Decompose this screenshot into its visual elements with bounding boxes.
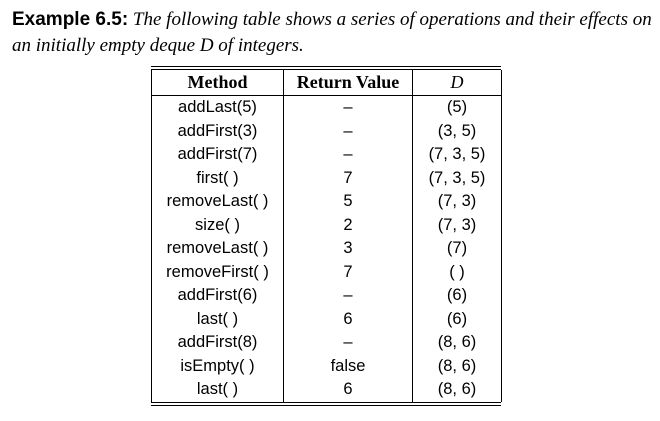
cell-deque: (3, 5) bbox=[412, 119, 502, 143]
top-rule bbox=[151, 66, 501, 67]
bottom-rule bbox=[151, 401, 501, 403]
cell-deque: (6) bbox=[412, 307, 502, 331]
cell-return-value: 6 bbox=[283, 307, 413, 331]
top-rule-inner bbox=[151, 69, 501, 70]
table-row: addLast(5) – (5) bbox=[151, 95, 502, 120]
table-header-row: Method Return Value D bbox=[151, 70, 502, 96]
cell-return-value: 2 bbox=[283, 213, 413, 237]
table-row: removeLast( ) 3 (7) bbox=[151, 237, 502, 261]
table-row: addFirst(7) – (7, 3, 5) bbox=[151, 143, 502, 167]
cell-deque: (7, 3, 5) bbox=[412, 166, 502, 190]
example-text: The following table shows a series of op… bbox=[12, 9, 652, 56]
table-row: first( ) 7 (7, 3, 5) bbox=[151, 166, 502, 190]
cell-return-value: 5 bbox=[283, 190, 413, 214]
table-row: last( ) 6 (6) bbox=[151, 307, 502, 331]
deque-operations-table: Method Return Value D addLast(5) – (5) addF… bbox=[151, 66, 502, 406]
cell-return-value: false bbox=[283, 354, 413, 378]
cell-method: last( ) bbox=[151, 378, 284, 402]
table-row: isEmpty( ) false (8, 6) bbox=[151, 354, 502, 378]
cell-method: last( ) bbox=[151, 307, 284, 331]
cell-return-value: – bbox=[283, 119, 413, 143]
cell-method: removeLast( ) bbox=[151, 190, 284, 214]
cell-deque: (6) bbox=[412, 284, 502, 308]
cell-deque: (8, 6) bbox=[412, 378, 502, 402]
cell-return-value: – bbox=[283, 143, 413, 167]
cell-return-value: 7 bbox=[283, 166, 413, 190]
header-d: D bbox=[412, 70, 502, 96]
cell-method: addFirst(7) bbox=[151, 143, 284, 167]
cell-return-value: 3 bbox=[283, 237, 413, 261]
cell-deque: (7) bbox=[412, 237, 502, 261]
cell-deque: (7, 3, 5) bbox=[412, 143, 502, 167]
table-row: removeFirst( ) 7( ) bbox=[151, 260, 502, 284]
cell-method: first( ) bbox=[151, 166, 284, 190]
cell-method: addLast(5) bbox=[151, 95, 284, 120]
cell-return-value: 6 bbox=[283, 378, 413, 402]
cell-method: size( ) bbox=[151, 213, 284, 237]
cell-method: removeFirst( ) bbox=[151, 260, 284, 284]
bottom-rule-outer bbox=[151, 404, 501, 406]
cell-deque: (8, 6) bbox=[412, 354, 502, 378]
cell-return-value: 7 bbox=[283, 260, 413, 284]
table-row: addFirst(6) – (6) bbox=[151, 284, 502, 308]
example-caption: Example 6.5: The following table shows a… bbox=[12, 7, 652, 59]
header-return-value: Return Value bbox=[283, 70, 413, 96]
table-row: addFirst(8) – (8, 6) bbox=[151, 331, 502, 355]
cell-return-value: – bbox=[283, 95, 413, 120]
table-row: size( ) 2 (7, 3) bbox=[151, 213, 502, 237]
table-row: last( ) 6 (8, 6) bbox=[151, 378, 502, 402]
table-body: addLast(5) – (5) addFirst(3) – (3, 5) addFirst… bbox=[151, 95, 502, 402]
cell-deque: (8, 6) bbox=[412, 331, 502, 355]
table-row: removeLast( ) 5 (7, 3) bbox=[151, 190, 502, 214]
cell-method: addFirst(8) bbox=[151, 331, 284, 355]
cell-method: addFirst(6) bbox=[151, 284, 284, 308]
cell-method: removeLast( ) bbox=[151, 237, 284, 261]
cell-method: isEmpty( ) bbox=[151, 354, 284, 378]
cell-return-value: – bbox=[283, 331, 413, 355]
header-method: Method bbox=[151, 70, 284, 96]
cell-deque: (7, 3) bbox=[412, 190, 502, 214]
cell-deque: (5) bbox=[412, 95, 502, 120]
cell-return-value: – bbox=[283, 284, 413, 308]
table-row: addFirst(3) – (3, 5) bbox=[151, 119, 502, 143]
cell-deque: (7, 3) bbox=[412, 213, 502, 237]
cell-method: addFirst(3) bbox=[151, 119, 284, 143]
example-label: Example 6.5: bbox=[12, 9, 129, 30]
cell-deque: ( ) bbox=[412, 260, 502, 284]
